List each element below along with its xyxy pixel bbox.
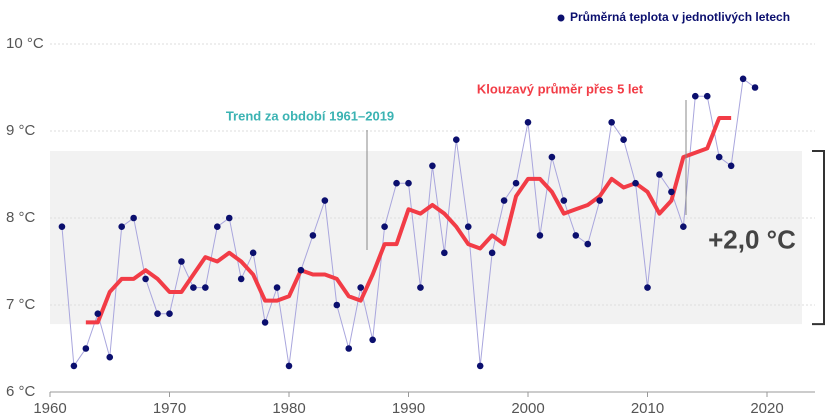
data-point (214, 223, 221, 230)
data-point (464, 223, 472, 230)
data-point (82, 345, 90, 352)
data-point (70, 362, 78, 370)
data-point (345, 345, 353, 352)
data-point (154, 310, 161, 318)
data-point (190, 284, 197, 291)
data-point (285, 362, 293, 370)
data-point (536, 232, 544, 239)
data-point (333, 301, 341, 309)
annotation: Trend za období 1961–2019 (226, 108, 394, 123)
data-point (118, 223, 125, 230)
data-point (58, 223, 66, 230)
annotation: Klouzavý průměr přes 5 let (477, 81, 644, 96)
x-tick-label: 2010 (631, 400, 664, 417)
x-tick-label: 2020 (750, 400, 783, 417)
data-point (369, 336, 376, 344)
x-tick-label: 2000 (511, 400, 544, 417)
data-point (584, 240, 592, 248)
data-point (106, 353, 114, 361)
data-point (453, 136, 460, 143)
data-point (656, 171, 663, 178)
data-point (715, 153, 723, 161)
data-point (739, 75, 747, 83)
data-point (680, 223, 687, 230)
x-tick-label: 1970 (153, 400, 186, 417)
data-point (357, 284, 365, 291)
data-point (130, 214, 137, 222)
band (50, 151, 802, 325)
data-point (476, 362, 484, 370)
data-point (249, 249, 257, 257)
y-tick-label: 6 °C (6, 383, 36, 400)
data-point (405, 179, 412, 187)
data-point (393, 179, 400, 187)
data-point (632, 179, 639, 187)
y-tick-label: 8 °C (6, 209, 36, 226)
legend-marker (557, 14, 565, 22)
data-point (512, 179, 520, 187)
data-point (381, 223, 388, 230)
data-point (417, 284, 424, 291)
data-point (237, 275, 245, 283)
data-point (524, 119, 532, 126)
data-point (309, 232, 317, 239)
data-point (608, 119, 615, 126)
legend-label: Průměrná teplota v jednotlivých letech (570, 10, 790, 24)
data-point (166, 310, 173, 318)
data-point (644, 284, 651, 291)
band-label: +2,0 °C (708, 224, 796, 254)
data-point (751, 84, 759, 91)
data-point (620, 136, 627, 143)
data-point (596, 197, 603, 204)
data-point (429, 162, 436, 170)
data-point (297, 266, 305, 274)
data-point (142, 275, 149, 283)
data-point (94, 310, 102, 318)
data-point (703, 92, 711, 100)
y-tick-label: 9 °C (6, 122, 36, 139)
data-point (178, 258, 185, 265)
data-point (500, 197, 508, 204)
data-point (560, 197, 568, 204)
data-point (548, 153, 556, 161)
data-point (572, 232, 580, 239)
bracket (812, 150, 825, 326)
data-point (202, 284, 209, 291)
data-point (668, 188, 675, 196)
data-point (261, 319, 269, 326)
data-point (692, 92, 699, 100)
x-tick-label: 1960 (33, 400, 66, 417)
x-tick-label: 1990 (392, 400, 425, 417)
data-point (273, 284, 281, 291)
data-point (727, 162, 735, 170)
x-tick-label: 1980 (272, 400, 305, 417)
data-point (488, 249, 496, 257)
series-line (85, 115, 732, 325)
data-point (225, 214, 233, 222)
data-point (321, 197, 329, 204)
y-tick-label: 7 °C (6, 296, 36, 313)
data-point (441, 249, 448, 257)
y-tick-label: 10 °C (6, 35, 44, 52)
